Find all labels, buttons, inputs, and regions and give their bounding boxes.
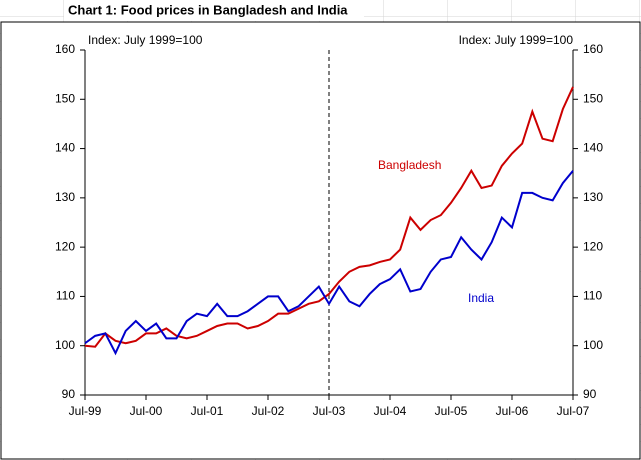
chart-area — [0, 21, 641, 460]
y2-tick-label: 100 — [583, 338, 603, 352]
x-tick-label: Jul-06 — [496, 404, 529, 418]
series-line — [84, 86, 574, 348]
y-axis-label: Index: July 1999=100 — [88, 33, 203, 47]
x-tick-label: Jul-01 — [191, 404, 224, 418]
series-label: India — [468, 291, 494, 305]
x-tick-label: Jul-00 — [130, 404, 163, 418]
chart-title: Chart 1: Food prices in Bangladesh and I… — [68, 2, 348, 17]
x-tick-label: Jul-05 — [435, 404, 468, 418]
y2-tick-label: 160 — [583, 42, 603, 56]
y2-tick-label: 90 — [583, 387, 597, 401]
y-tick-label: 160 — [55, 42, 75, 56]
x-tick-label: Jul-07 — [557, 404, 590, 418]
y-tick-label: 120 — [55, 239, 75, 253]
y-tick-label: 140 — [55, 141, 75, 155]
x-tick-label: Jul-04 — [374, 404, 407, 418]
y2-tick-label: 130 — [583, 190, 603, 204]
y2-tick-label: 150 — [583, 91, 603, 105]
series-label: Bangladesh — [378, 158, 441, 172]
y-tick-label: 130 — [55, 190, 75, 204]
series-line — [84, 170, 574, 356]
y2-tick-label: 110 — [583, 289, 602, 303]
x-tick-label: Jul-03 — [313, 404, 346, 418]
y-tick-label: 90 — [62, 387, 76, 401]
y2-tick-label: 120 — [583, 239, 603, 253]
title-cell — [64, 0, 364, 21]
y-tick-label: 150 — [55, 91, 75, 105]
y-tick-label: 100 — [55, 338, 75, 352]
y2-tick-label: 140 — [583, 141, 603, 155]
x-tick-label: Jul-99 — [69, 404, 102, 418]
y-tick-label: 110 — [56, 289, 75, 303]
x-tick-label: Jul-02 — [252, 404, 285, 418]
y2-axis-label: Index: July 1999=100 — [459, 33, 574, 47]
